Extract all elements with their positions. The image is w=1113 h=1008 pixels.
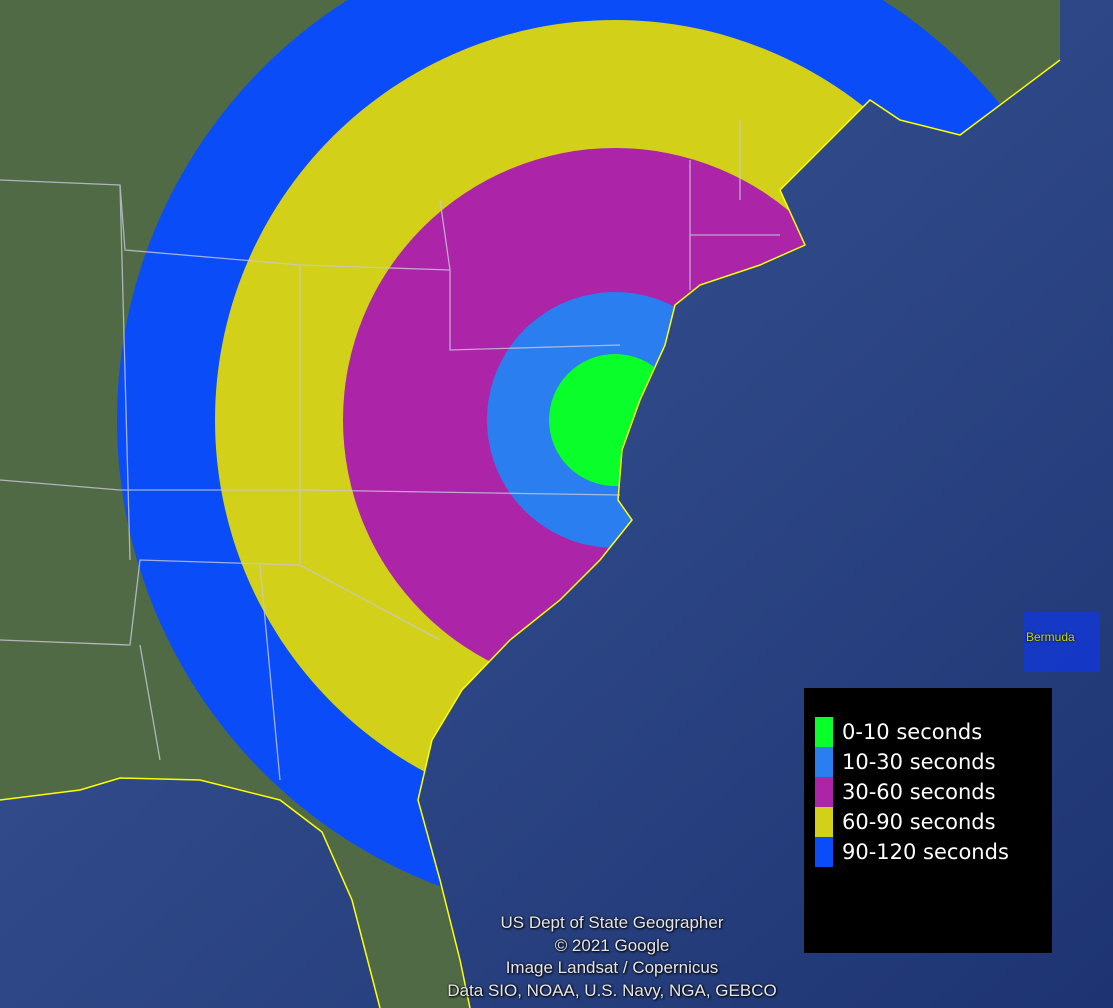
legend-label: 60-90 seconds — [842, 810, 996, 834]
map-attribution: US Dept of State Geographer © 2021 Googl… — [380, 912, 844, 1002]
bermuda-highlight — [1024, 612, 1100, 672]
attribution-line: Image Landsat / Copernicus — [505, 958, 719, 977]
legend-item: 30-60 seconds — [815, 777, 996, 807]
attribution-line: Data SIO, NOAA, U.S. Navy, NGA, GEBCO — [447, 980, 777, 1000]
legend-label: 0-10 seconds — [842, 720, 983, 744]
legend-swatch — [815, 717, 833, 747]
legend-item: 60-90 seconds — [815, 807, 996, 837]
state-borders — [0, 120, 780, 781]
legend-item: 10-30 seconds — [815, 747, 996, 777]
legend-item: 0-10 seconds — [815, 717, 982, 747]
legend-label: 90-120 seconds — [842, 840, 1009, 864]
legend-swatch — [815, 747, 833, 777]
legend-swatch — [815, 807, 833, 837]
legend-label: 30-60 seconds — [842, 780, 996, 804]
place-label-bermuda: Bermuda — [1026, 630, 1075, 644]
attribution-line: US Dept of State Geographer — [500, 913, 724, 932]
legend: 0-10 seconds 10-30 seconds 30-60 seconds… — [804, 688, 1052, 953]
coastline — [0, 59, 1061, 1008]
legend-item: 90-120 seconds — [815, 837, 1009, 867]
legend-swatch — [815, 837, 833, 867]
legend-swatch — [815, 777, 833, 807]
legend-label: 10-30 seconds — [842, 750, 996, 774]
attribution-line: © 2021 Google — [554, 935, 670, 955]
